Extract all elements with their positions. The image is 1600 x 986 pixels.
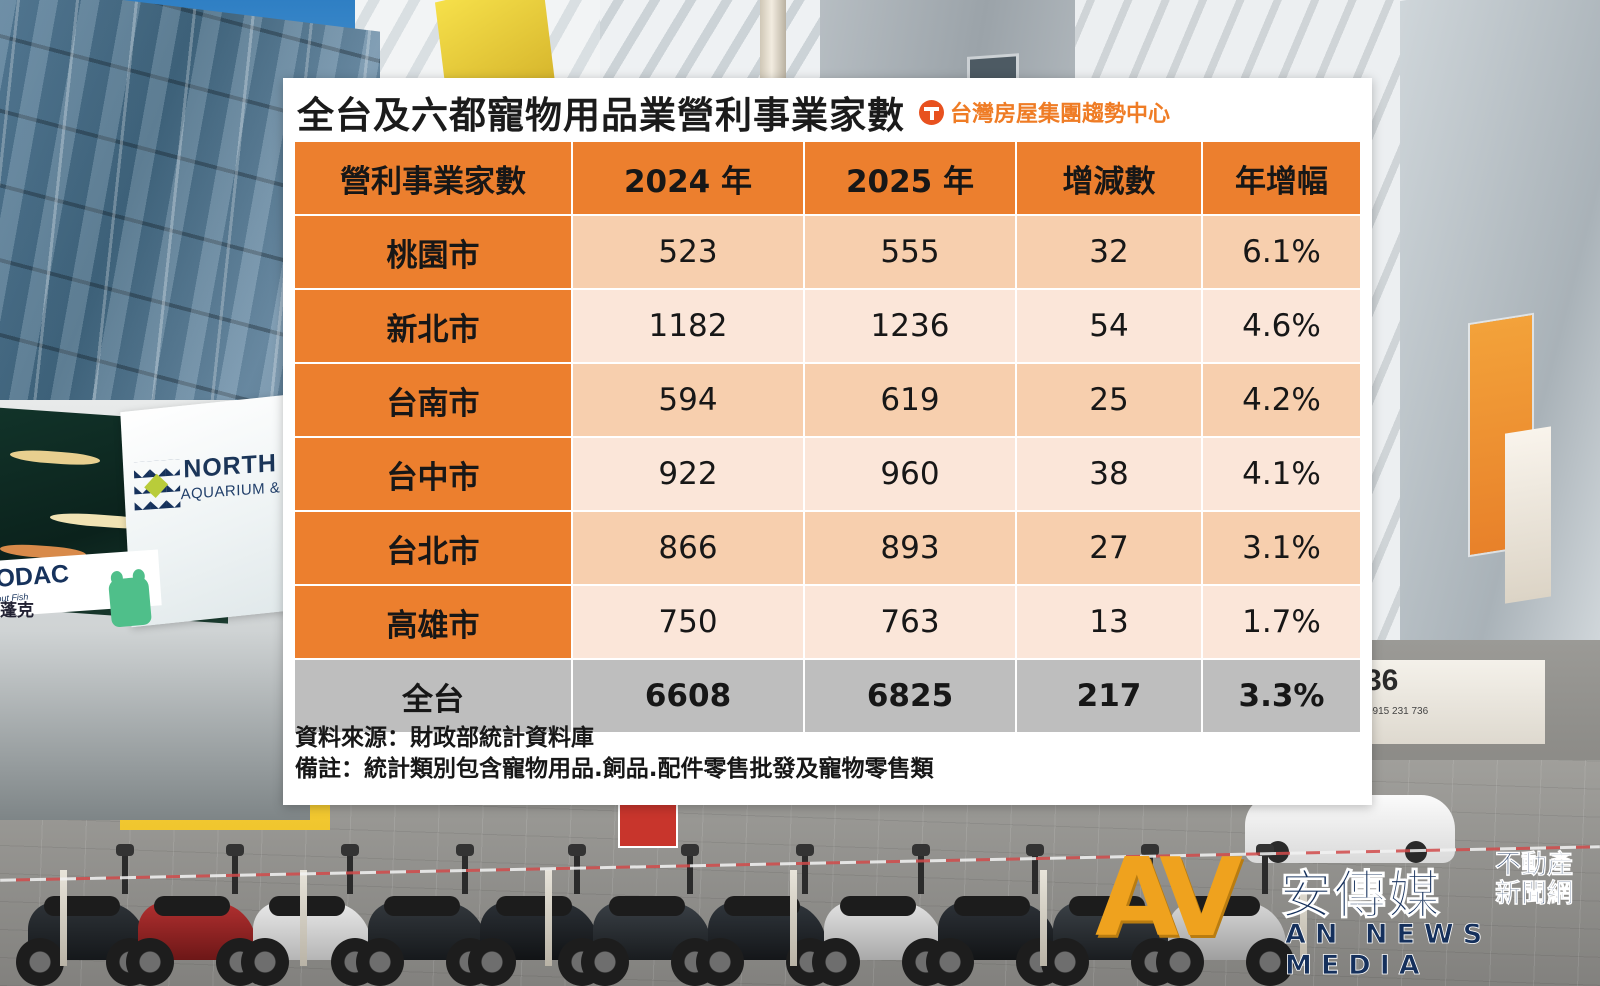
table-row: 台中市 922 960 38 4.1% (295, 438, 1360, 510)
cell-change: 38 (1017, 438, 1201, 510)
cell-2024: 1182 (573, 290, 803, 362)
cell-2024: 523 (573, 216, 803, 288)
cell-2025: 893 (805, 512, 1015, 584)
table-row: 高雄市 750 763 13 1.7% (295, 586, 1360, 658)
cell-growth: 4.1% (1203, 438, 1360, 510)
green-mascot-icon (107, 576, 153, 628)
row-label: 台中市 (295, 438, 571, 510)
cell-change: 32 (1017, 216, 1201, 288)
watermark-name-cjk: 安傳媒 (1279, 866, 1443, 927)
cell-2024: 922 (573, 438, 803, 510)
col-header-2024: 2024 年 (573, 142, 803, 214)
cell-2024: 750 (573, 586, 803, 658)
page-title: 全台及六都寵物用品業營利事業家數 (297, 94, 905, 137)
remark-note: 備註：統計類別包含寵物用品.飼品.配件零售批發及寵物零售類 (295, 756, 934, 783)
col-header-label: 營利事業家數 (295, 142, 571, 214)
taiwan-realty-logo-icon (919, 99, 944, 125)
cell-2025: 960 (805, 438, 1015, 510)
cell-change: 54 (1017, 290, 1201, 362)
cell-growth: 4.6% (1203, 290, 1360, 362)
total-growth: 3.3% (1203, 660, 1360, 732)
total-2024: 6608 (573, 660, 803, 732)
shop-36-sign: 36 0915 231 736 (1355, 660, 1545, 744)
row-label: 高雄市 (295, 586, 571, 658)
watermark-monogram-icon: AV (1095, 836, 1243, 961)
product-sign-text: RODAC (0, 559, 70, 595)
data-table: 營利事業家數 2024 年 2025 年 增減數 年增幅 桃園市 523 555… (293, 140, 1362, 734)
watermark-subtitle-line2: 新聞網 (1495, 878, 1574, 909)
table-total-row: 全台 6608 6825 217 3.3% (295, 660, 1360, 732)
cell-2025: 619 (805, 364, 1015, 436)
shop-36-phone: 0915 231 736 (1367, 706, 1429, 717)
table-header-row: 營利事業家數 2024 年 2025 年 增減數 年增幅 (295, 142, 1360, 214)
product-sign-cjk: 蓬克 (0, 601, 34, 620)
cell-2025: 555 (805, 216, 1015, 288)
source-note: 資料來源：財政部統計資料庫 (295, 725, 594, 751)
aquarium-logo-icon (133, 459, 181, 515)
cell-growth: 1.7% (1203, 586, 1360, 658)
total-2025: 6825 (805, 660, 1015, 732)
table-row: 新北市 1182 1236 54 4.6% (295, 290, 1360, 362)
watermark-subtitle-line1: 不動產 (1495, 850, 1574, 880)
vertical-shop-sign-2 (1505, 426, 1551, 604)
col-header-change: 增減數 (1017, 142, 1201, 214)
row-label: 桃園市 (295, 216, 571, 288)
cell-change: 13 (1017, 586, 1201, 658)
scooter-row (0, 790, 1600, 986)
cell-2024: 866 (573, 512, 803, 584)
cell-change: 25 (1017, 364, 1201, 436)
cell-2024: 594 (573, 364, 803, 436)
row-label: 台北市 (295, 512, 571, 584)
total-change: 217 (1017, 660, 1201, 732)
table-row: 桃園市 523 555 32 6.1% (295, 216, 1360, 288)
footnotes: 資料來源：財政部統計資料庫 備註：統計類別包含寵物用品.飼品.配件零售批發及寵物… (295, 723, 1295, 785)
brand-name: 台灣房屋集團趨勢中心 (950, 102, 1171, 127)
row-label: 台南市 (295, 364, 571, 436)
cell-growth: 6.1% (1203, 216, 1360, 288)
cell-growth: 3.1% (1203, 512, 1360, 584)
watermark-name-en: AN NEWS MEDIA (1285, 919, 1492, 982)
cell-2025: 1236 (805, 290, 1015, 362)
col-header-growth: 年增幅 (1203, 142, 1360, 214)
cell-change: 27 (1017, 512, 1201, 584)
watermark: AV 安傳媒 不動產 新聞網 AN NEWS MEDIA (1095, 836, 1575, 982)
total-label: 全台 (295, 660, 571, 732)
brand-lockup: 台灣房屋集團趨勢中心 (919, 96, 1170, 128)
table-row: 台南市 594 619 25 4.2% (295, 364, 1360, 436)
row-label: 新北市 (295, 290, 571, 362)
cell-growth: 4.2% (1203, 364, 1360, 436)
watermark-subtitle-cjk: 不動產 新聞網 (1495, 851, 1600, 908)
card-header: 全台及六都寵物用品業營利事業家數 台灣房屋集團趨勢中心 (297, 84, 1362, 140)
col-header-2025: 2025 年 (805, 142, 1015, 214)
statistics-card: 全台及六都寵物用品業營利事業家數 台灣房屋集團趨勢中心 營利事業家數 2024 … (283, 78, 1372, 805)
table-row: 台北市 866 893 27 3.1% (295, 512, 1360, 584)
cell-2025: 763 (805, 586, 1015, 658)
